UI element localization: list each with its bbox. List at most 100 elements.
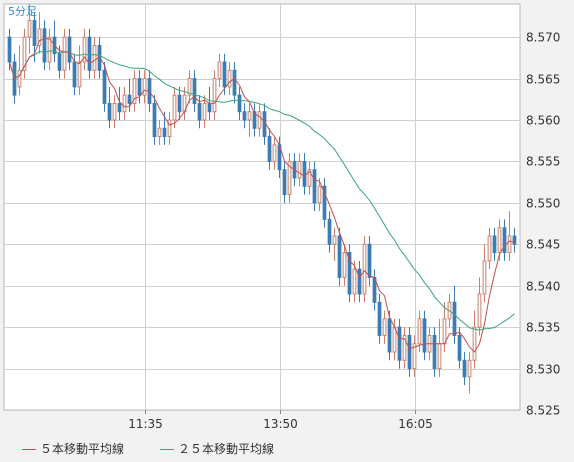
x-tick-label: 16:05	[398, 417, 433, 431]
candle-body	[417, 318, 422, 345]
candle-body	[487, 235, 492, 262]
candle-body	[332, 235, 337, 245]
candle-body	[507, 235, 512, 254]
y-tick-label: 8.560	[526, 114, 560, 128]
candle-body	[437, 343, 442, 370]
candle-body	[172, 94, 177, 121]
ma25-line	[9, 50, 515, 331]
candle-body	[192, 78, 197, 104]
y-tick-label: 8.525	[526, 404, 560, 418]
candle-body	[7, 36, 12, 63]
candle-body	[467, 359, 472, 378]
legend-item-ma5: ５本移動平均線	[22, 440, 124, 457]
candle-body	[352, 268, 357, 295]
candle-body	[197, 102, 202, 121]
candle-body	[512, 235, 517, 245]
candle-body	[422, 318, 427, 353]
legend-label-ma5: ５本移動平均線	[40, 442, 125, 456]
candle-body	[137, 78, 142, 96]
candle-body	[92, 44, 97, 71]
candle-body	[457, 334, 462, 361]
candle-body	[402, 334, 407, 361]
candle-body	[327, 218, 332, 245]
candle-body	[62, 36, 67, 71]
candle-body	[267, 136, 272, 162]
candle-body	[477, 293, 482, 328]
candle-body	[337, 235, 342, 278]
candle-body	[272, 144, 277, 162]
candle-body	[242, 111, 247, 121]
y-tick-label: 8.540	[526, 280, 560, 294]
candle-body	[387, 318, 392, 353]
candle-body	[392, 326, 397, 353]
candle-body	[247, 111, 252, 121]
candle-body	[102, 69, 107, 104]
candle-body	[162, 127, 167, 138]
candle-body	[107, 102, 112, 121]
candle-body	[72, 61, 77, 88]
y-tick-label: 8.555	[526, 155, 560, 169]
candle-body	[322, 185, 327, 220]
candle-body	[57, 53, 62, 71]
candle-body	[492, 235, 497, 254]
candle-body	[152, 102, 157, 138]
candle-body	[502, 227, 507, 254]
y-tick-label: 8.535	[526, 321, 560, 335]
candle-body	[347, 252, 352, 295]
candle-body	[302, 160, 307, 187]
candle-body	[157, 127, 162, 138]
plot-area	[3, 3, 521, 411]
candle-body	[227, 69, 232, 88]
candle-body	[187, 78, 192, 96]
candle-body	[397, 326, 402, 361]
candle-body	[312, 169, 317, 204]
legend-label-ma25: ２５本移動平均線	[178, 442, 275, 456]
candle-body	[207, 102, 212, 113]
candle-body	[382, 318, 387, 336]
y-tick-label: 8.530	[526, 363, 560, 377]
candle-body	[32, 20, 37, 46]
candle-body	[362, 243, 367, 295]
candle-body	[117, 102, 122, 113]
candle-body	[127, 94, 132, 104]
candle-body	[122, 94, 127, 113]
chart-title: 5分足	[8, 5, 37, 18]
candle-body	[87, 36, 92, 71]
candle-body	[82, 36, 87, 63]
candle-body	[297, 160, 302, 179]
candle-body	[67, 36, 72, 63]
legend-swatch-ma25	[160, 449, 174, 450]
candle-body	[287, 160, 292, 196]
candle-body	[47, 36, 52, 63]
candle-body	[432, 334, 437, 370]
candle-body	[202, 102, 207, 121]
legend-item-ma25: ２５本移動平均線	[160, 440, 274, 457]
candle-body	[342, 252, 347, 278]
candle-body	[462, 359, 467, 378]
candle-body	[412, 343, 417, 370]
ma5-line	[9, 38, 515, 353]
candle-body	[112, 102, 117, 121]
candle-body	[252, 111, 257, 129]
candle-body	[257, 111, 262, 129]
candle-body	[17, 69, 22, 88]
candle-body	[442, 318, 447, 345]
y-tick-label: 8.550	[526, 197, 560, 211]
y-tick-label: 8.570	[526, 31, 560, 45]
candle-body	[232, 69, 237, 96]
candle-body	[222, 61, 227, 88]
y-tick-label: 8.565	[526, 73, 560, 87]
candle-body	[237, 94, 242, 113]
candle-body	[317, 185, 322, 204]
candle-body	[212, 78, 217, 113]
legend: ５本移動平均線 ２５本移動平均線	[0, 438, 574, 460]
candle-body	[167, 119, 172, 138]
candle-body	[307, 169, 312, 187]
candle-body	[377, 301, 382, 336]
candle-body	[282, 169, 287, 196]
candle-body	[42, 28, 47, 63]
candle-body	[142, 78, 147, 96]
candle-body	[452, 301, 457, 336]
candle-body	[367, 243, 372, 278]
